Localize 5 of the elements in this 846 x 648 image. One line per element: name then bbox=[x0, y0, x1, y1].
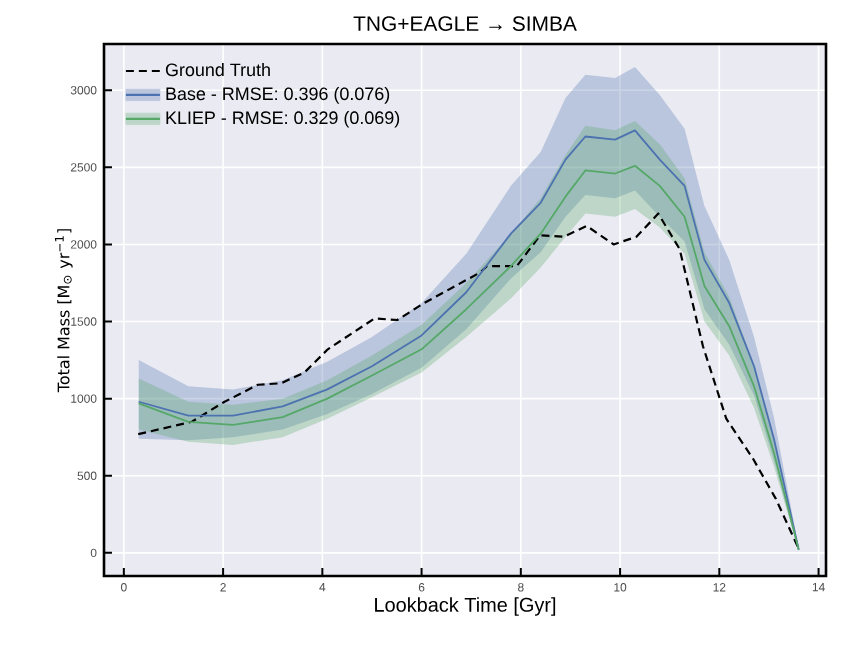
x-axis-title: Lookback Time [Gyr] bbox=[375, 597, 556, 616]
legend-label: Ground Truth bbox=[165, 63, 270, 77]
legend-label: Base - RMSE: 0.396 (0.076) bbox=[166, 86, 390, 104]
legend-label: KLIEP - RMSE: 0.329 (0.069) bbox=[166, 110, 400, 128]
chart-title: TNG+EAGLE → SIMBA bbox=[353, 16, 577, 31]
